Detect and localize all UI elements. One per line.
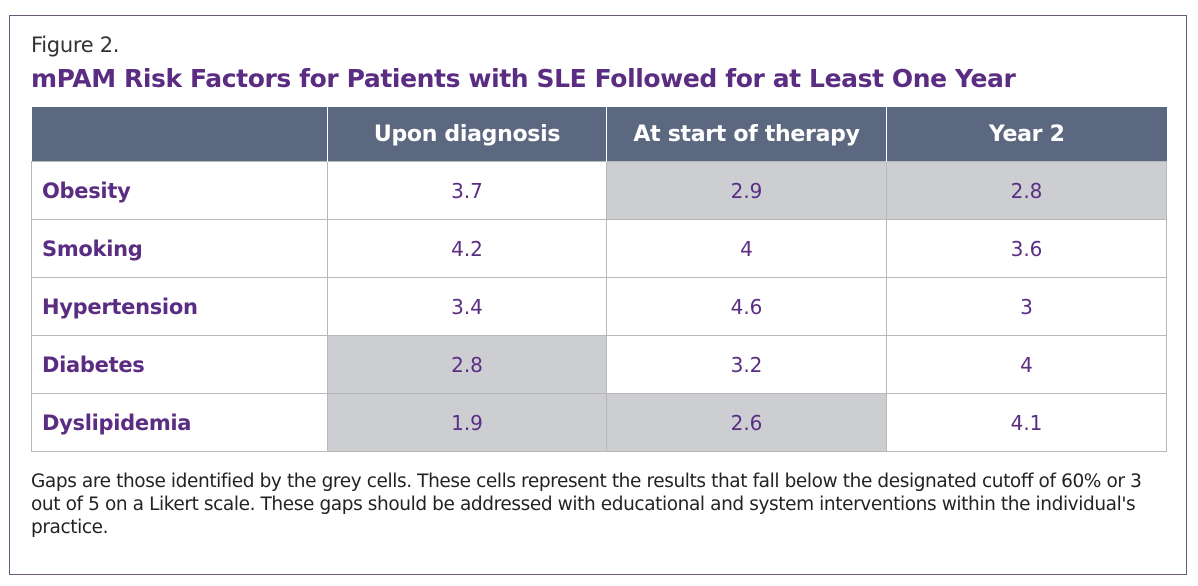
header-start-of-therapy: At start of therapy <box>606 107 887 162</box>
figure-frame <box>9 15 1187 575</box>
table-cell: 3 <box>886 277 1167 336</box>
row-label-hypertension: Hypertension <box>31 277 328 336</box>
figure-label: Figure 2. <box>31 33 120 57</box>
row-label-dyslipidemia: Dyslipidemia <box>31 393 328 452</box>
table-cell-gap: 2.8 <box>886 161 1167 220</box>
table-cell: 3.2 <box>606 335 887 394</box>
table-cell: 4 <box>886 335 1167 394</box>
table-cell: 3.7 <box>327 161 607 220</box>
header-upon-diagnosis: Upon diagnosis <box>327 107 607 162</box>
table-cell: 3.6 <box>886 219 1167 278</box>
table-cell-gap: 2.8 <box>327 335 607 394</box>
header-year-2: Year 2 <box>886 107 1167 162</box>
figure-title: mPAM Risk Factors for Patients with SLE … <box>31 64 1016 93</box>
table-row: Obesity 3.7 2.9 2.8 <box>31 161 1167 220</box>
table-header-row: Upon diagnosis At start of therapy Year … <box>31 107 1167 162</box>
table-cell-gap: 2.6 <box>606 393 887 452</box>
risk-factors-table: Upon diagnosis At start of therapy Year … <box>31 107 1167 452</box>
table-cell: 4.2 <box>327 219 607 278</box>
table-cell: 4.1 <box>886 393 1167 452</box>
figure-note: Gaps are those identified by the grey ce… <box>31 471 1142 538</box>
table-cell-gap: 2.9 <box>606 161 887 220</box>
table-row: Hypertension 3.4 4.6 3 <box>31 277 1167 336</box>
table-cell: 4 <box>606 219 887 278</box>
table-cell-gap: 1.9 <box>327 393 607 452</box>
row-label-diabetes: Diabetes <box>31 335 328 394</box>
table-row: Diabetes 2.8 3.2 4 <box>31 335 1167 394</box>
table-cell: 4.6 <box>606 277 887 336</box>
table-row: Dyslipidemia 1.9 2.6 4.1 <box>31 393 1167 452</box>
table-row: Smoking 4.2 4 3.6 <box>31 219 1167 278</box>
header-corner <box>31 107 328 162</box>
row-label-obesity: Obesity <box>31 161 328 220</box>
row-label-smoking: Smoking <box>31 219 328 278</box>
table-cell: 3.4 <box>327 277 607 336</box>
